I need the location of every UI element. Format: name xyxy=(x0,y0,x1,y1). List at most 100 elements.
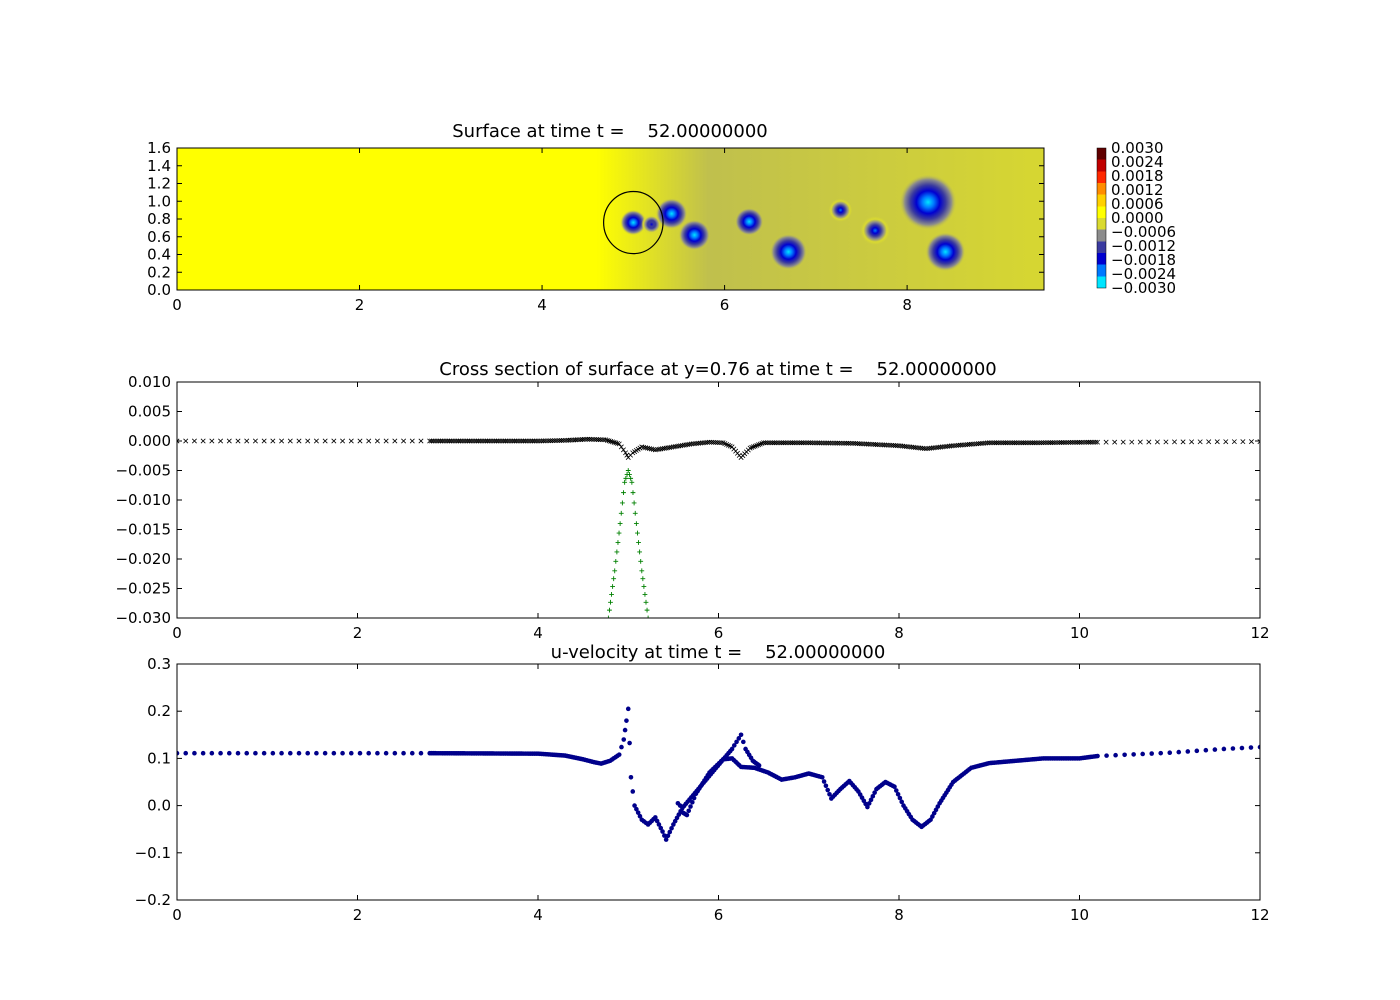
cross-section-point xyxy=(322,438,328,444)
cross-section-point xyxy=(1060,440,1066,445)
cross-section-point xyxy=(621,490,626,496)
cross-section-point xyxy=(513,438,519,444)
cross-section-point xyxy=(488,438,494,444)
u-velocity-point xyxy=(658,825,664,831)
cross-section-point xyxy=(1075,439,1081,445)
cross-section-point xyxy=(1069,439,1075,445)
cross-section-point xyxy=(1197,439,1203,445)
cross-section-point xyxy=(784,440,790,446)
cross-section-series-0 xyxy=(177,436,1260,461)
colorbar-tick-label: −0.0024 xyxy=(1111,265,1176,283)
cross-section-point xyxy=(620,447,626,453)
cross-section-point xyxy=(183,438,189,444)
cross-section-point xyxy=(457,438,463,444)
cross-section-point xyxy=(808,440,814,446)
cross-section-point xyxy=(712,439,718,445)
cross-section-point xyxy=(1103,439,1109,445)
cross-section-point xyxy=(813,440,819,446)
cross-section-point xyxy=(1010,440,1016,446)
surface-heatmap xyxy=(177,148,1044,290)
u-velocity-point xyxy=(192,750,197,756)
cross-section-point xyxy=(754,442,760,448)
cross-section-point xyxy=(432,438,438,444)
u-velocity-point xyxy=(1122,752,1127,758)
cross-section-point xyxy=(799,440,805,446)
surface-xtick-label: 4 xyxy=(537,296,547,314)
u-velocity-point xyxy=(654,818,660,824)
cross-section-point xyxy=(479,438,485,444)
u-velocity-point xyxy=(1185,749,1191,754)
cross-section-point xyxy=(1093,439,1099,445)
u-velocity-point xyxy=(669,825,674,831)
u-velocity-point xyxy=(409,750,415,756)
cross-section-point xyxy=(553,438,559,444)
cross-section-point xyxy=(826,440,832,446)
cross-section-point xyxy=(1039,440,1045,446)
u-velocity-point xyxy=(348,750,354,756)
u-velocity-point xyxy=(392,750,398,756)
u-velocity-ticks: 0 2 4 6 8 10 12 0.3 0.2 0.1 0.0 −0.1 −0.2 xyxy=(135,655,1270,924)
cross-section-point xyxy=(806,440,812,446)
u-velocity-point xyxy=(616,752,622,757)
u-velocity-point xyxy=(183,750,189,756)
cross-section-point xyxy=(716,440,722,446)
colorbar-tick-label: 0.0030 xyxy=(1111,139,1164,157)
cross-section-point xyxy=(279,438,285,444)
cross-section-point xyxy=(611,439,617,445)
cross-section-point xyxy=(1129,439,1135,445)
cross-section-point xyxy=(1172,439,1177,445)
cross-section-point xyxy=(1154,439,1160,445)
cross-section-point xyxy=(452,438,458,444)
cross-section-point xyxy=(1013,440,1019,446)
u-velocity-point xyxy=(690,799,695,805)
cross-section-point xyxy=(515,438,521,444)
cross-section-point xyxy=(1073,439,1079,445)
cross-section-point xyxy=(791,440,797,446)
cross-section-point xyxy=(623,450,629,456)
cross-section-point xyxy=(434,438,440,444)
cross-section-point xyxy=(1057,440,1063,446)
cross-section-point xyxy=(779,440,785,446)
cross-section-point xyxy=(528,438,534,444)
cross-section-point xyxy=(1163,439,1169,445)
cross-section-point xyxy=(836,440,842,446)
u-velocity-point xyxy=(226,750,232,756)
u-velocity-xtick-label: 8 xyxy=(894,906,904,924)
cross-section-point xyxy=(409,438,415,444)
cross-section-point xyxy=(357,438,363,444)
cross-section-point xyxy=(499,438,505,444)
cross-section-point xyxy=(454,438,460,444)
u-velocity-point xyxy=(383,750,389,756)
cross-section-point xyxy=(613,440,619,446)
cross-section-point xyxy=(461,438,467,444)
cross-section-point xyxy=(643,445,649,451)
cross-section-point xyxy=(997,440,1003,446)
u-velocity-point xyxy=(1113,752,1118,758)
cross-section-point xyxy=(1112,439,1118,445)
cross-section-point xyxy=(811,440,817,446)
u-velocity-series-0 xyxy=(177,706,1260,842)
surface-depression xyxy=(734,207,764,236)
cross-section-point xyxy=(557,438,563,444)
u-velocity-point xyxy=(893,788,899,793)
u-velocity-point xyxy=(621,737,627,742)
cross-section-point xyxy=(466,438,472,444)
u-velocity-point xyxy=(1158,750,1164,756)
u-velocity-point xyxy=(866,801,872,806)
cross-section-point xyxy=(790,440,795,446)
cross-section-point xyxy=(1248,439,1254,445)
surface-xtick-label: 2 xyxy=(355,296,365,314)
cross-section-point xyxy=(615,540,621,545)
cross-section-point xyxy=(820,440,826,446)
cross-section-point xyxy=(1071,439,1077,445)
cross-section-point xyxy=(383,438,389,444)
cross-section-point xyxy=(450,438,456,444)
cross-section-point xyxy=(1082,439,1088,445)
cross-section-point xyxy=(1008,440,1014,446)
surface-ytick-label: 1.0 xyxy=(147,192,171,210)
cross-section-point xyxy=(604,437,610,443)
cross-section-point xyxy=(644,607,650,613)
u-velocity-point xyxy=(823,783,829,789)
u-velocity-point xyxy=(401,750,406,756)
cross-section-point xyxy=(1064,439,1070,445)
